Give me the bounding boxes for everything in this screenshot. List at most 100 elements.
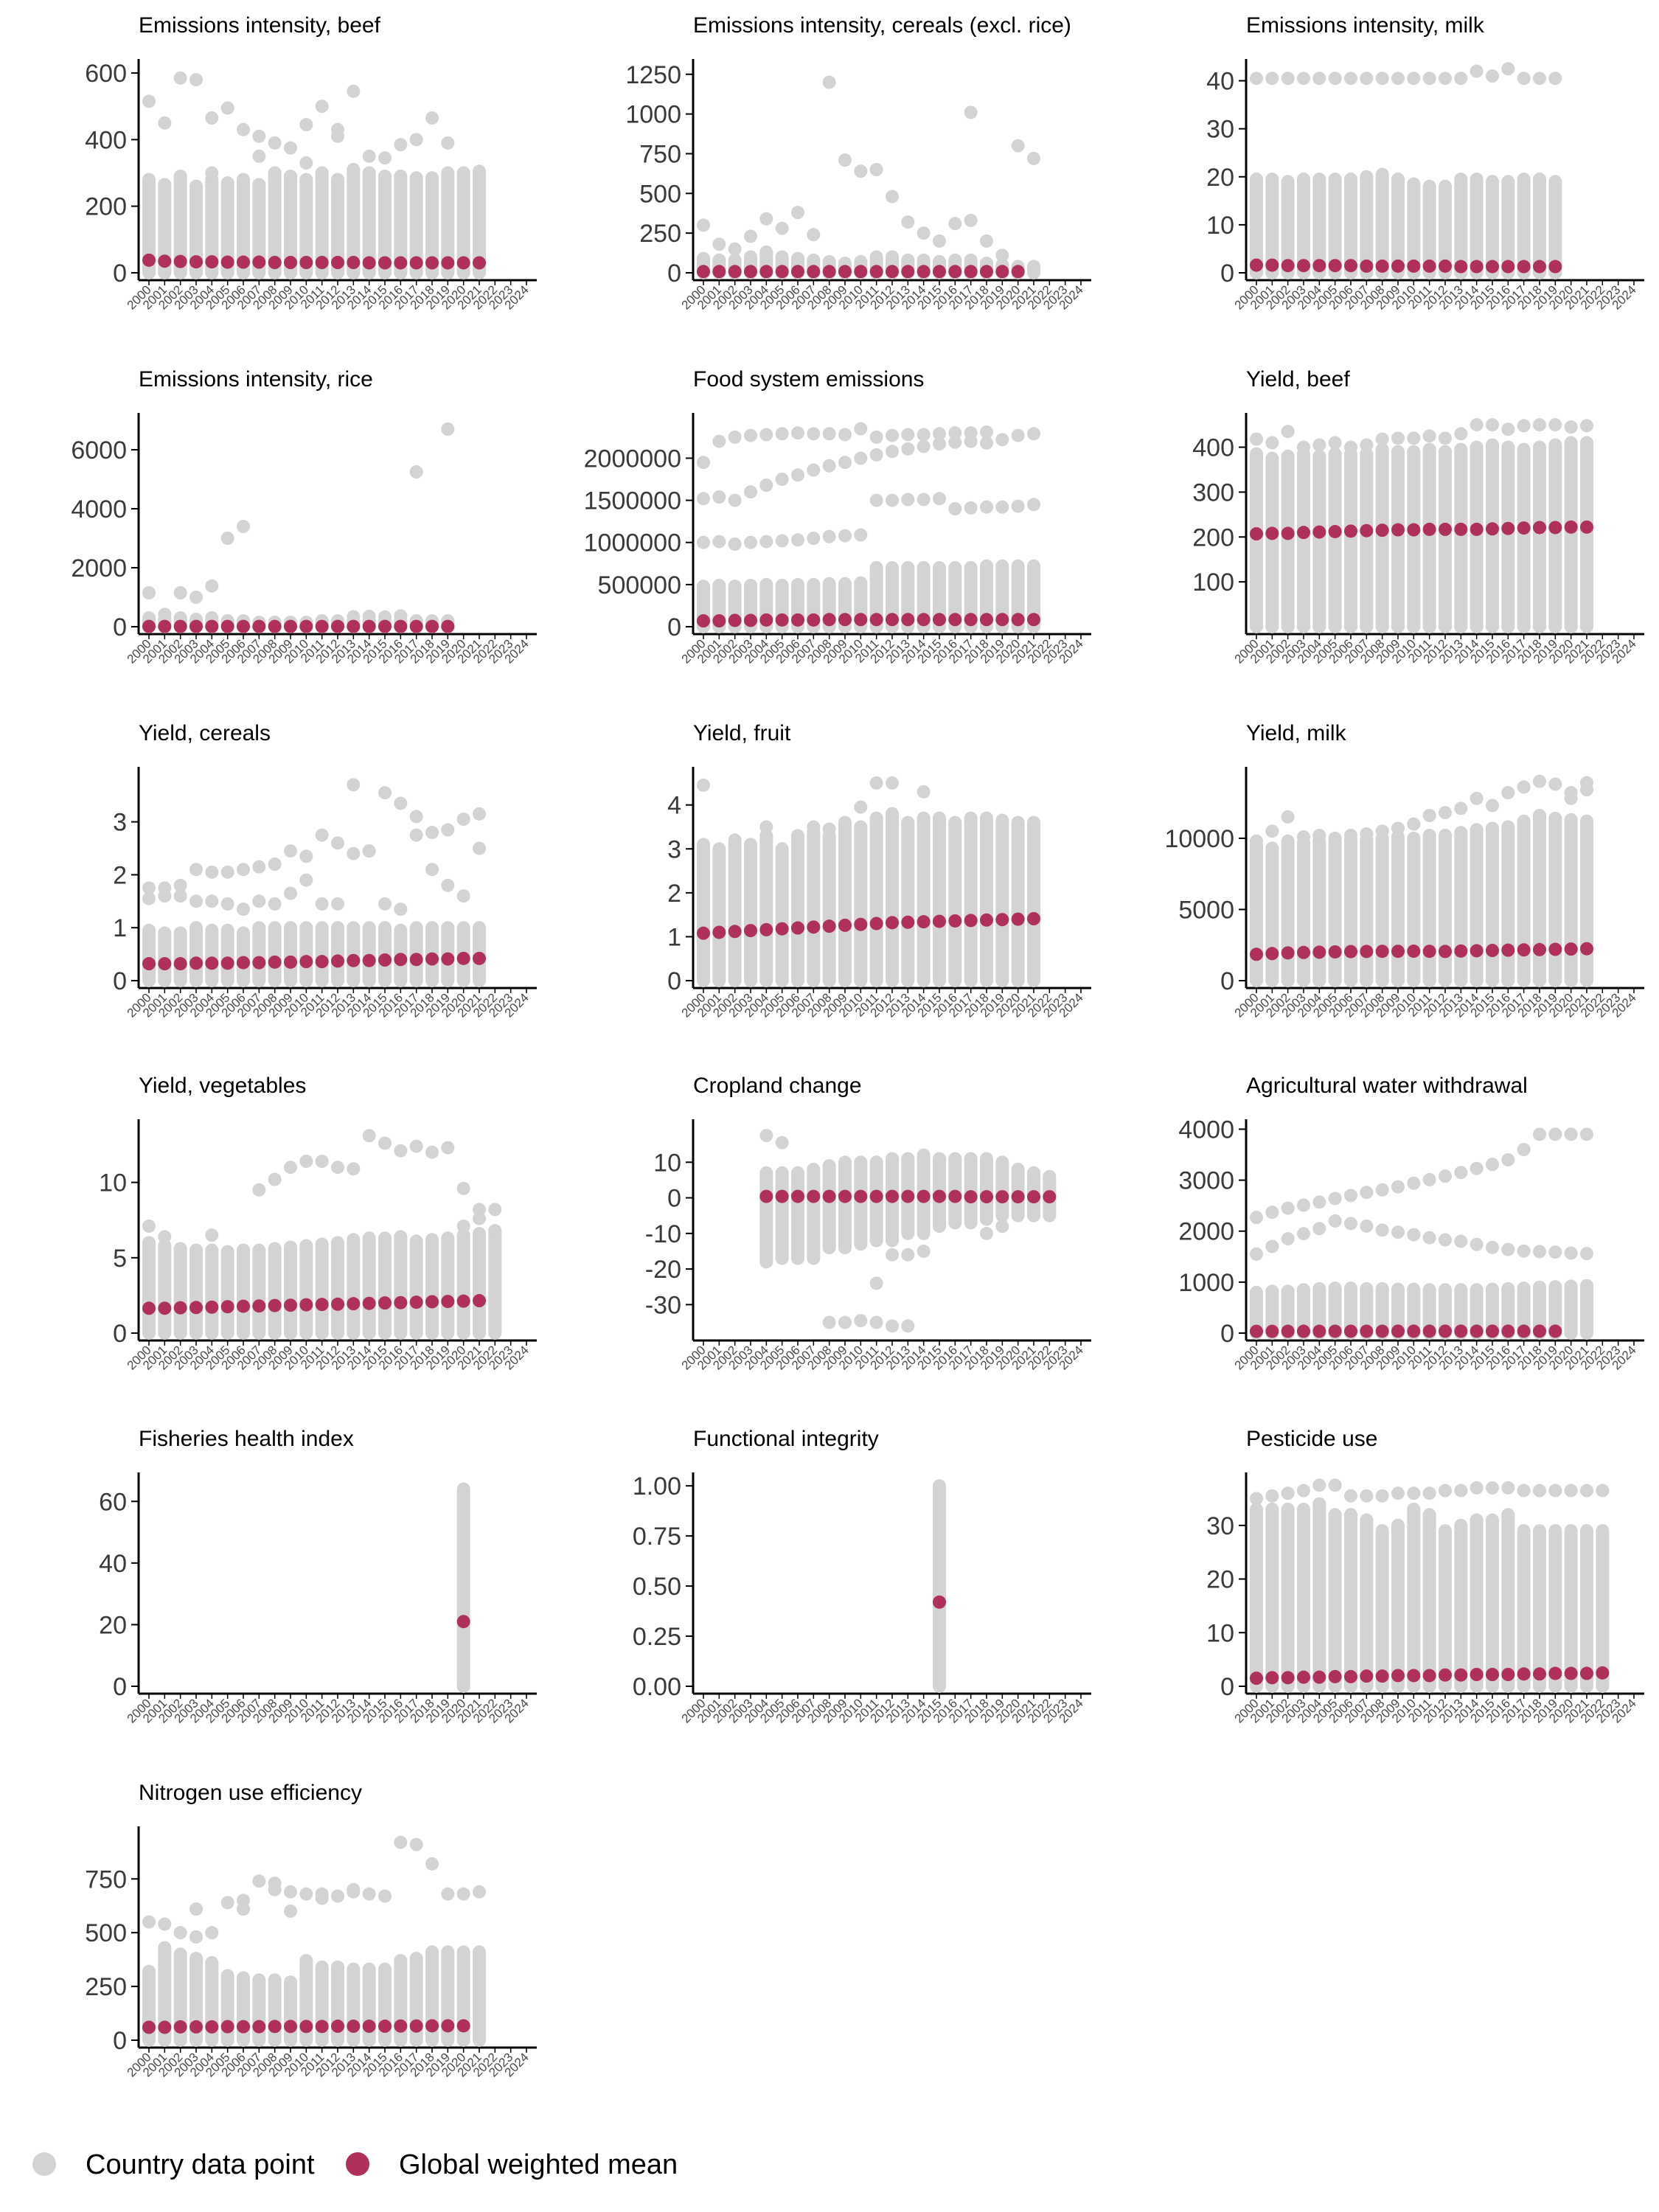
- panel-1-mean-point: [980, 265, 993, 279]
- panel-10-country-column: [807, 1162, 821, 1265]
- panel-3-mean-point: [189, 619, 203, 633]
- panel-14-mean-point: [1391, 1669, 1405, 1683]
- panel-15-country-point: [473, 1885, 486, 1899]
- panel-10-country-point: [917, 1244, 931, 1258]
- panel-15-ytick-label: 500: [85, 1919, 127, 1947]
- panel-11-country-point: [1281, 1201, 1295, 1215]
- panel-10-mean-point: [980, 1190, 993, 1204]
- panel-0-country-point: [205, 166, 219, 180]
- panel-11-country-point: [1375, 1183, 1389, 1197]
- panel-14-country-point: [1533, 1484, 1546, 1498]
- panel-8-country-point: [1281, 810, 1295, 824]
- panel-7-ytick-label: 4: [667, 792, 681, 820]
- panel-4-country-point: [759, 535, 773, 549]
- panel-9-country-column: [425, 1233, 439, 1340]
- panel-0-country-column: [378, 170, 392, 279]
- panel-14-country-point: [1281, 1486, 1295, 1500]
- panel-4-country-point: [759, 479, 773, 492]
- panel-2-mean-point: [1360, 259, 1374, 273]
- panel-7-mean-point: [964, 914, 978, 928]
- panel-2-country-column: [1344, 173, 1357, 279]
- panel-12-ytick-label: 0: [113, 1673, 127, 1701]
- panel-9-country-column: [315, 1237, 329, 1340]
- panel-14-country-column: [1533, 1524, 1546, 1693]
- panel-2-country-point: [1250, 72, 1263, 86]
- panel-11-mean-point: [1360, 1324, 1374, 1338]
- panel-13-ytick-label: 0.00: [633, 1673, 681, 1701]
- panel-1-country-point: [1011, 139, 1025, 153]
- panel-0-mean-point: [441, 256, 455, 270]
- panel-6-country-point: [441, 823, 455, 837]
- panel-10-mean-point: [854, 1189, 868, 1203]
- panel-15-country-point: [409, 1837, 423, 1851]
- panel-5-country-column: [1281, 449, 1295, 633]
- panel-2-country-column: [1281, 175, 1295, 279]
- panel-5-country-point: [1360, 438, 1374, 452]
- panel-14-mean-point: [1422, 1669, 1436, 1683]
- panel-4-country-point: [791, 468, 804, 482]
- panel-8-country-column: [1580, 814, 1593, 987]
- panel-3-mean-point: [205, 619, 219, 633]
- panel-8-ytick-label: 10000: [1164, 825, 1234, 853]
- panel-3-mean-point: [378, 619, 392, 633]
- panel-3-mean-point: [173, 619, 187, 633]
- panel-4-country-point: [933, 492, 946, 506]
- panel-14-country-column: [1501, 1508, 1515, 1693]
- panel-2-country-column: [1439, 179, 1452, 279]
- panel-13-ytick-label: 1.00: [633, 1472, 681, 1500]
- panel-0-country-point: [158, 116, 172, 130]
- panel-0-mean-point: [378, 256, 392, 270]
- panel-9-country-column: [252, 1243, 266, 1340]
- panel-15-country-point: [284, 1885, 297, 1899]
- panel-6-mean-point: [268, 955, 282, 969]
- panel-14-mean-point: [1297, 1670, 1310, 1684]
- panel-4-country-point: [728, 538, 742, 551]
- panel-15-country-column: [237, 1971, 250, 2047]
- panel-5-mean-point: [1517, 521, 1531, 535]
- panel-14-country-point: [1486, 1481, 1499, 1495]
- panel-1-country-point: [744, 229, 757, 243]
- legend-mean-marker: [346, 2152, 369, 2176]
- panel-4-country-point: [1027, 498, 1040, 512]
- panel-7-country-column: [759, 829, 773, 987]
- panel-4-ytick-label: 1000000: [584, 529, 681, 557]
- panel-0-ytick-label: 0: [113, 260, 127, 288]
- panel-11-mean-point: [1344, 1324, 1357, 1338]
- panel-0-country-point: [299, 118, 313, 132]
- panel-4-country-point: [1011, 499, 1025, 513]
- panel-9-country-column: [237, 1243, 250, 1340]
- panel-7-mean-point: [933, 914, 946, 928]
- panel-6-country-point: [456, 813, 470, 827]
- panel-14-country-point: [1265, 1489, 1279, 1503]
- panel-6-mean-point: [173, 957, 187, 971]
- panel-9-country-point: [142, 1219, 156, 1233]
- panel-4-country-point: [728, 493, 742, 507]
- panel-7-country-column: [791, 829, 804, 987]
- panel-14-mean-point: [1564, 1666, 1578, 1680]
- panel-6-mean-point: [205, 956, 219, 970]
- panel-5-country-point: [1564, 420, 1578, 434]
- panel-2-mean-point: [1297, 259, 1310, 273]
- panel-5-country-point: [1454, 427, 1468, 441]
- panel-8-country-point: [1391, 821, 1405, 835]
- panel-10-country-point: [854, 1314, 868, 1328]
- panel-5-country-column: [1454, 442, 1468, 633]
- panel-10-country-point: [901, 1248, 915, 1262]
- panel-5-country-point: [1548, 418, 1562, 432]
- panel-2-ytick-label: 0: [1220, 260, 1234, 288]
- panel-4-country-point: [712, 535, 726, 549]
- panel-5-ytick-label: 100: [1192, 568, 1234, 597]
- panel-0-mean-point: [299, 256, 313, 269]
- panel-6-country-point: [173, 878, 187, 892]
- panel-5-country-column: [1344, 447, 1357, 633]
- panel-5-mean-point: [1439, 522, 1452, 536]
- panel-13-mean-point: [933, 1595, 946, 1609]
- panel-9-country-column: [394, 1230, 408, 1340]
- panel-6-mean-point: [252, 956, 266, 970]
- panel-5-mean-point: [1297, 526, 1310, 540]
- panel-7-country-column: [995, 813, 1009, 987]
- panel-15-mean-point: [394, 2019, 408, 2033]
- panel-4-ytick-label: 2000000: [584, 445, 681, 473]
- panel-1-mean-point: [917, 265, 931, 279]
- panel-15-country-point: [158, 1917, 172, 1931]
